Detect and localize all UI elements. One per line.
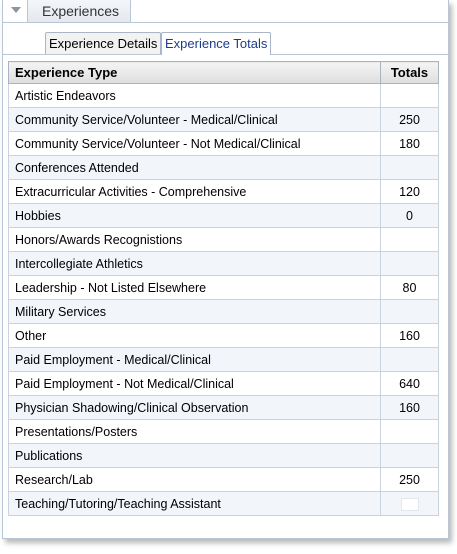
table-header-row: Experience Type Totals [8,61,439,84]
table-row[interactable]: Presentations/Posters [8,419,439,444]
blank-total-box [400,497,419,511]
experience-type-cell: Conferences Attended [8,155,381,180]
experience-type-cell: Artistic Endeavors [8,83,381,108]
experience-type-cell: Intercollegiate Athletics [8,251,381,276]
table-row[interactable]: Teaching/Tutoring/Teaching Assistant [8,491,439,516]
experience-type-cell: Extracurricular Activities - Comprehensi… [8,179,381,204]
experience-type-cell: Publications [8,443,381,468]
experience-type-cell: Community Service/Volunteer - Medical/Cl… [8,107,381,132]
table-row[interactable]: Community Service/Volunteer - Medical/Cl… [8,107,439,132]
table-row[interactable]: Other 160 [8,323,439,348]
experience-type-cell: Leadership - Not Listed Elsewhere [8,275,381,300]
panel-title-tab: Experiences [27,0,131,22]
table-row[interactable]: Hobbies 0 [8,203,439,228]
total-cell [380,347,439,372]
panel-title: Experiences [42,3,120,19]
experience-type-cell: Military Services [8,299,381,324]
table-row[interactable]: Military Services [8,299,439,324]
experience-type-cell: Presentations/Posters [8,419,381,444]
table-row[interactable]: Conferences Attended [8,155,439,180]
table-row[interactable]: Paid Employment - Medical/Clinical [8,347,439,372]
experience-type-cell: Other [8,323,381,348]
tab-experience-details[interactable]: Experience Details [45,32,161,54]
collapse-triangle-icon[interactable] [8,2,24,18]
total-cell: 640 [380,371,439,396]
total-cell [380,419,439,444]
experience-totals-table: Experience Type Totals Artistic Endeavor… [8,61,439,516]
table-row[interactable]: Research/Lab 250 [8,467,439,492]
table-row[interactable]: Leadership - Not Listed Elsewhere 80 [8,275,439,300]
table-row[interactable]: Paid Employment - Not Medical/Clinical 64… [8,371,439,396]
experience-type-cell: Research/Lab [8,467,381,492]
total-cell [380,299,439,324]
table-row[interactable]: Physician Shadowing/Clinical Observation… [8,395,439,420]
experience-type-cell: Community Service/Volunteer - Not Medica… [8,131,381,156]
total-cell: 160 [380,323,439,348]
panel-header: Experiences [3,0,448,23]
tab-label: Experience Totals [165,36,268,51]
total-cell [380,491,439,516]
total-cell: 0 [380,203,439,228]
total-cell [380,227,439,252]
total-cell [380,155,439,180]
column-header-experience-type[interactable]: Experience Type [8,61,381,84]
total-cell: 250 [380,107,439,132]
total-cell: 180 [380,131,439,156]
table-row[interactable]: Extracurricular Activities - Comprehensi… [8,179,439,204]
experiences-panel: Experiences Experience Details Experienc… [2,0,449,539]
column-header-totals[interactable]: Totals [380,61,439,84]
table-row[interactable]: Intercollegiate Athletics [8,251,439,276]
table-row[interactable]: Artistic Endeavors [8,83,439,108]
total-cell: 250 [380,467,439,492]
table-row[interactable]: Honors/Awards Recognistions [8,227,439,252]
experience-type-cell: Physician Shadowing/Clinical Observation [8,395,381,420]
total-cell [380,83,439,108]
tab-experience-totals[interactable]: Experience Totals [161,32,271,55]
total-cell [380,443,439,468]
experience-type-cell: Paid Employment - Not Medical/Clinical [8,371,381,396]
total-cell: 160 [380,395,439,420]
total-cell: 120 [380,179,439,204]
tab-label: Experience Details [49,36,158,51]
table-body: Artistic Endeavors Community Service/Volu… [8,83,439,516]
table-row[interactable]: Publications [8,443,439,468]
total-cell: 80 [380,275,439,300]
table-row[interactable]: Community Service/Volunteer - Not Medica… [8,131,439,156]
experience-type-cell: Hobbies [8,203,381,228]
subtab-bar: Experience Details Experience Totals [3,29,448,55]
total-cell [380,251,439,276]
experience-type-cell: Teaching/Tutoring/Teaching Assistant [8,491,381,516]
experience-type-cell: Honors/Awards Recognistions [8,227,381,252]
experience-type-cell: Paid Employment - Medical/Clinical [8,347,381,372]
